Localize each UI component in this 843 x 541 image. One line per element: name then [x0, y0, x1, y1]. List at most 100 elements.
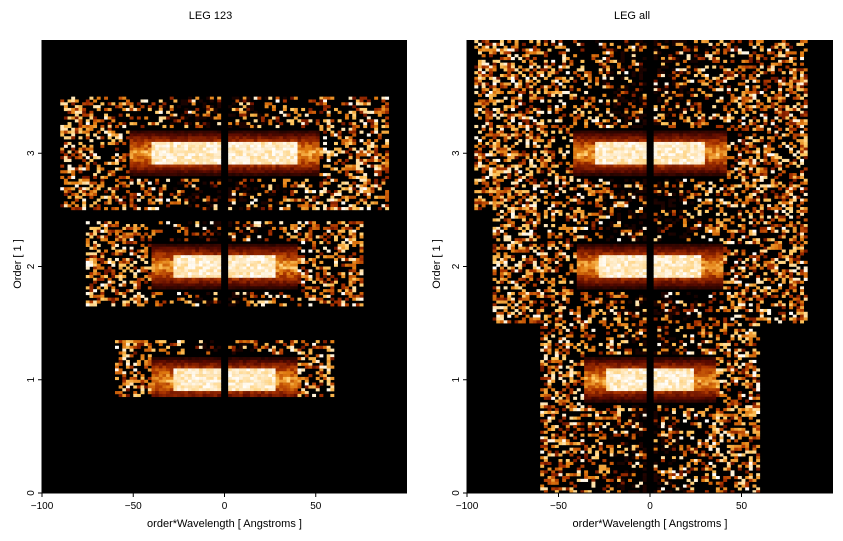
heatmap-cell: [660, 71, 665, 75]
heatmap-cell: [140, 133, 145, 137]
heatmap-cell: [184, 110, 189, 114]
heatmap-cell: [315, 388, 320, 392]
heatmap-cell: [257, 235, 262, 239]
heatmap-cell: [63, 204, 68, 208]
heatmap-cell: [326, 156, 331, 160]
heatmap-cell: [308, 156, 313, 160]
heatmap-cell: [169, 258, 174, 262]
heatmap-cell: [191, 274, 196, 279]
heatmap-cell: [63, 178, 68, 182]
heatmap-cell: [653, 79, 658, 83]
heatmap-cell: [792, 85, 797, 89]
heatmap-cell: [158, 379, 163, 383]
heatmap-cell: [89, 192, 94, 197]
heatmap-cell: [554, 76, 559, 80]
heatmap-cell: [144, 232, 149, 236]
heatmap-cell: [125, 289, 130, 293]
heatmap-cell: [301, 238, 306, 242]
heatmap-cell: [264, 167, 269, 171]
heatmap-cell: [133, 345, 138, 349]
heatmap-cell: [257, 368, 262, 372]
heatmap-cell: [499, 65, 504, 69]
heatmap-cell: [679, 71, 684, 75]
heatmap-cell: [778, 51, 783, 55]
heatmap-cell: [385, 164, 390, 168]
heatmap-cell: [297, 232, 302, 236]
heatmap-cell: [660, 59, 665, 63]
heatmap-cell: [514, 85, 519, 89]
heatmap-cell: [334, 224, 338, 228]
heatmap-cell: [770, 62, 775, 66]
heatmap-cell: [319, 374, 324, 378]
heatmap-cell: [133, 107, 138, 112]
heatmap-cell: [591, 54, 596, 58]
heatmap-cell: [551, 82, 556, 86]
heatmap-cell: [122, 269, 127, 273]
heatmap-cell: [554, 79, 559, 83]
heatmap-cell: [144, 147, 149, 151]
heatmap-cell: [337, 192, 342, 197]
heatmap-cell: [377, 167, 382, 171]
heatmap-cell: [282, 388, 287, 392]
heatmap-cell: [595, 59, 600, 63]
heatmap-cell: [337, 110, 342, 114]
heatmap-cell: [543, 65, 548, 69]
heatmap-cell: [173, 376, 178, 381]
heatmap-cell: [129, 297, 134, 301]
heatmap-cell: [78, 207, 83, 211]
heatmap-cell: [169, 201, 174, 205]
heatmap-cell: [261, 249, 265, 253]
heatmap-cell: [198, 280, 203, 284]
heatmap-cell: [162, 365, 167, 369]
heatmap-cell: [253, 294, 258, 298]
heatmap-cell: [279, 280, 284, 284]
heatmap-cell: [323, 365, 327, 369]
heatmap-cell: [173, 274, 178, 279]
heatmap-cell: [177, 161, 181, 165]
heatmap-cell: [217, 263, 222, 267]
heatmap-cell: [653, 105, 658, 109]
heatmap-cell: [136, 139, 141, 143]
heatmap-cell: [264, 382, 269, 386]
heatmap-cell: [140, 181, 145, 185]
heatmap-cell: [264, 263, 269, 267]
heatmap-cell: [741, 76, 746, 80]
heatmap-cell: [191, 144, 196, 148]
heatmap-cell: [158, 187, 163, 191]
heatmap-cell: [144, 173, 149, 177]
heatmap-cell: [202, 181, 207, 185]
heatmap-cell: [85, 156, 90, 160]
heatmap-cell: [488, 73, 493, 78]
heatmap-cell: [748, 76, 753, 80]
heatmap-cell: [191, 102, 196, 106]
heatmap-cell: [96, 272, 101, 276]
heatmap-cell: [147, 286, 152, 290]
heatmap-cell: [107, 136, 112, 140]
heatmap-cell: [228, 235, 233, 239]
heatmap-cell: [213, 348, 218, 352]
heatmap-cell: [686, 48, 691, 52]
heatmap-cell: [759, 45, 764, 49]
heatmap-cell: [323, 99, 327, 103]
heatmap-cell: [514, 76, 519, 80]
heatmap-cell: [166, 164, 171, 168]
heatmap-cell: [620, 99, 625, 103]
heatmap-cell: [315, 340, 320, 344]
heatmap-cell: [228, 249, 233, 253]
heatmap-cell: [562, 59, 567, 63]
heatmap-cell: [191, 379, 196, 383]
heatmap-cell: [180, 365, 185, 369]
heatmap-cell: [177, 243, 181, 247]
heatmap-cell: [293, 184, 298, 188]
heatmap-cell: [195, 393, 200, 398]
heatmap-cell: [184, 291, 189, 296]
heatmap-cell: [617, 71, 622, 75]
heatmap-cell: [253, 144, 258, 148]
heatmap-cell: [348, 255, 353, 259]
heatmap-cell: [598, 45, 603, 49]
heatmap-cell: [136, 207, 141, 211]
heatmap-cell: [144, 150, 149, 154]
heatmap-cell: [293, 263, 298, 267]
heatmap-cell: [312, 190, 317, 194]
heatmap-cell: [679, 93, 684, 97]
